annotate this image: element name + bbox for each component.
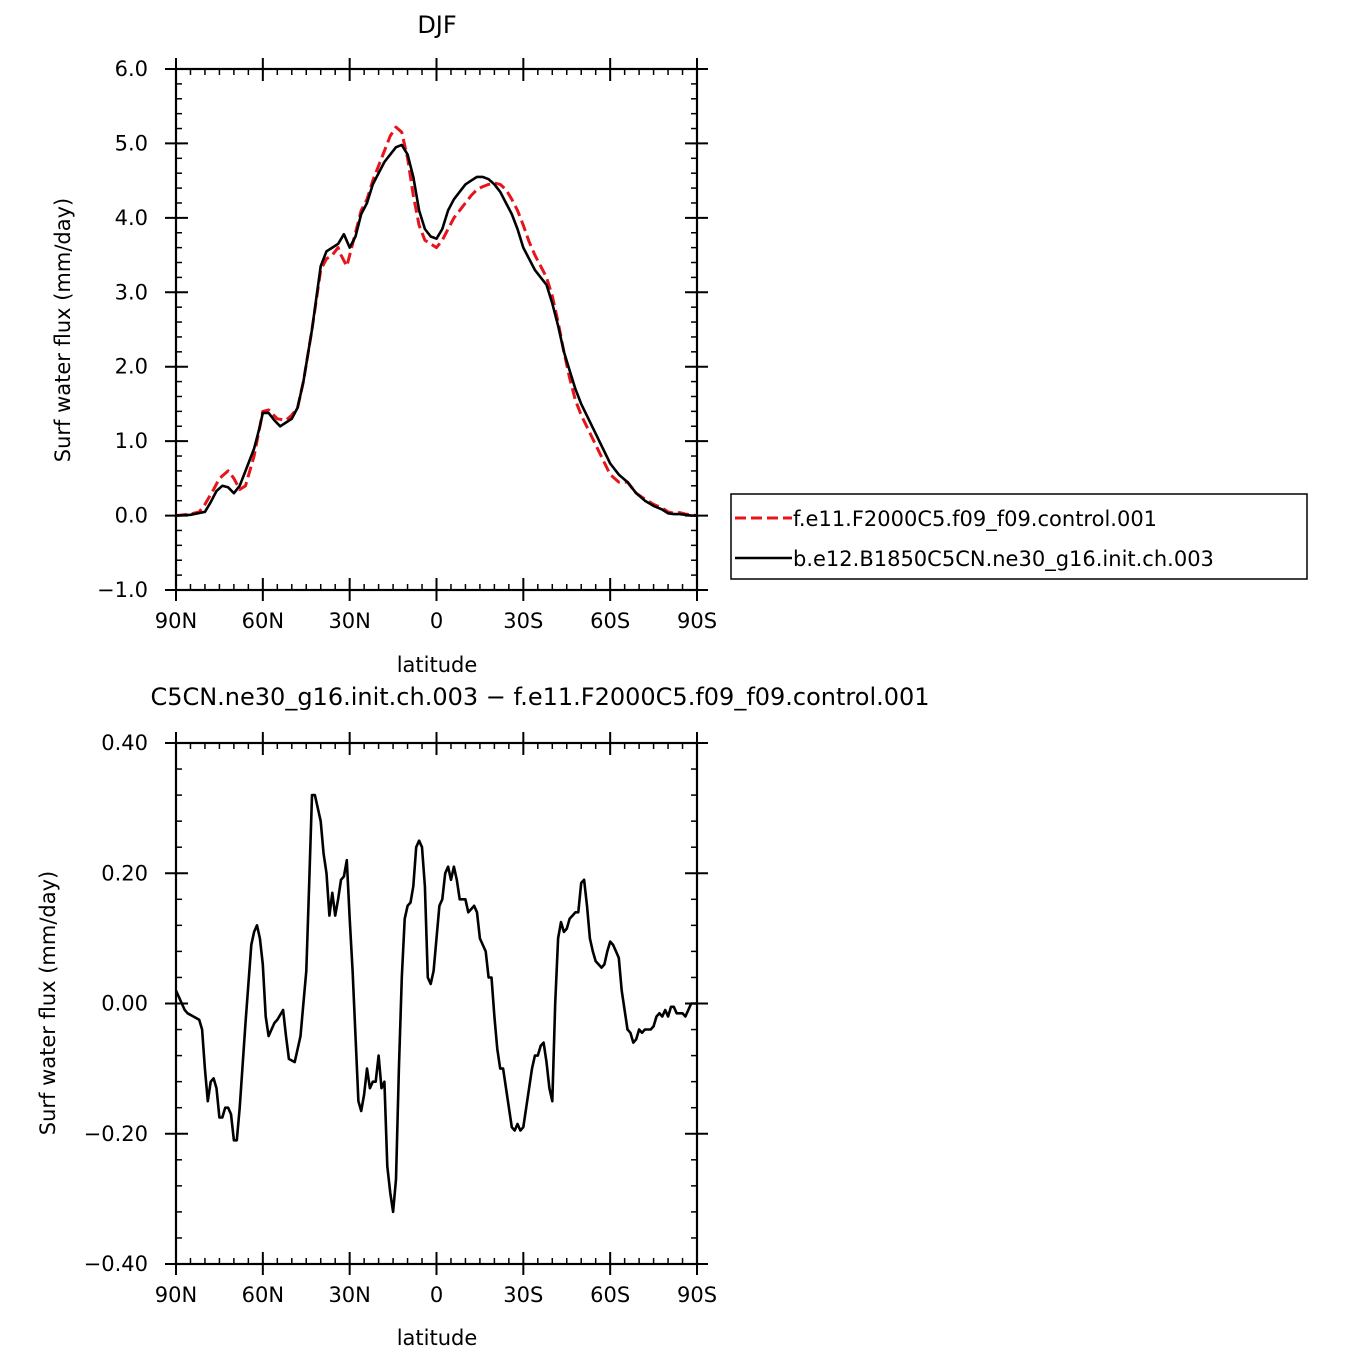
top-y-tick-label: 6.0 bbox=[115, 57, 148, 81]
bottom-x-tick-label: 90N bbox=[155, 1283, 197, 1307]
bottom-y-tick-label: −0.20 bbox=[84, 1122, 148, 1146]
top-x-tick-label: 90N bbox=[155, 609, 197, 633]
top-y-tick-label: 3.0 bbox=[115, 280, 148, 304]
bottom-plot-area: 90N 60N 30N 0 30S 60S 90S −0.40 −0.20 0.00 0.20 0.4… bbox=[84, 731, 717, 1307]
bottom-x-tick-label: 0 bbox=[430, 1283, 443, 1307]
bottom-series-line-0 bbox=[174, 793, 697, 1214]
top-y-axis-label: Surf water flux (mm/day) bbox=[51, 198, 75, 463]
legend-label-control: f.e11.F2000C5.f09_f09.control.001 bbox=[793, 507, 1157, 532]
bottom-y-tick-label: 0.00 bbox=[101, 992, 148, 1016]
bottom-y-axis-label: Surf water flux (mm/day) bbox=[36, 871, 60, 1136]
top-y-tick-label: 5.0 bbox=[115, 131, 148, 155]
bottom-y-tick-label: 0.40 bbox=[101, 731, 148, 755]
bottom-x-tick-label: 30S bbox=[503, 1283, 543, 1307]
top-y-tick-label: −1.0 bbox=[97, 578, 148, 602]
top-x-axis-label: latitude bbox=[397, 653, 478, 677]
top-x-tick-label: 30S bbox=[503, 609, 543, 633]
top-y-tick-label: 1.0 bbox=[115, 429, 148, 453]
bottom-x-tick-label: 60N bbox=[242, 1283, 284, 1307]
top-chart-title: DJF bbox=[417, 11, 456, 39]
legend-box bbox=[730, 493, 1308, 580]
bottom-plot-frame bbox=[174, 741, 699, 1266]
top-panel: DJF 90N 60N 30N 0 30S 60S 90S −1.0 0.0 1.0 2.0 3.0 4… bbox=[51, 11, 717, 677]
bottom-y-tick-label: −0.40 bbox=[84, 1252, 148, 1276]
bottom-x-tick-label: 90S bbox=[677, 1283, 717, 1307]
top-x-tick-label: 60N bbox=[242, 609, 284, 633]
top-plot-frame bbox=[174, 67, 699, 592]
legend-label-coupled: b.e12.B1850C5CN.ne30_g16.init.ch.003 bbox=[793, 547, 1214, 572]
bottom-chart-title: C5CN.ne30_g16.init.ch.003 − f.e11.F2000C… bbox=[150, 683, 929, 711]
legend: f.e11.F2000C5.f09_f09.control.001 b.e12.… bbox=[730, 493, 1308, 580]
bottom-panel: C5CN.ne30_g16.init.ch.003 − f.e11.F2000C… bbox=[36, 683, 930, 1350]
top-y-tick-label: 0.0 bbox=[115, 504, 148, 528]
top-x-tick-label: 0 bbox=[430, 609, 443, 633]
top-x-tick-label: 30N bbox=[328, 609, 370, 633]
top-y-tick-label: 4.0 bbox=[115, 206, 148, 230]
top-series-line-1 bbox=[175, 143, 697, 517]
top-x-tick-label: 90S bbox=[677, 609, 717, 633]
bottom-y-tick-label: 0.20 bbox=[101, 861, 148, 885]
top-series-line-0 bbox=[175, 125, 698, 518]
bottom-x-tick-label: 60S bbox=[590, 1283, 630, 1307]
top-y-tick-label: 2.0 bbox=[115, 355, 148, 379]
top-plot-area: 90N 60N 30N 0 30S 60S 90S −1.0 0.0 1.0 2.0 3.0 4.0 5.… bbox=[97, 57, 717, 633]
top-x-tick-label: 60S bbox=[590, 609, 630, 633]
bottom-x-axis-label: latitude bbox=[397, 1326, 478, 1350]
bottom-x-tick-label: 30N bbox=[328, 1283, 370, 1307]
